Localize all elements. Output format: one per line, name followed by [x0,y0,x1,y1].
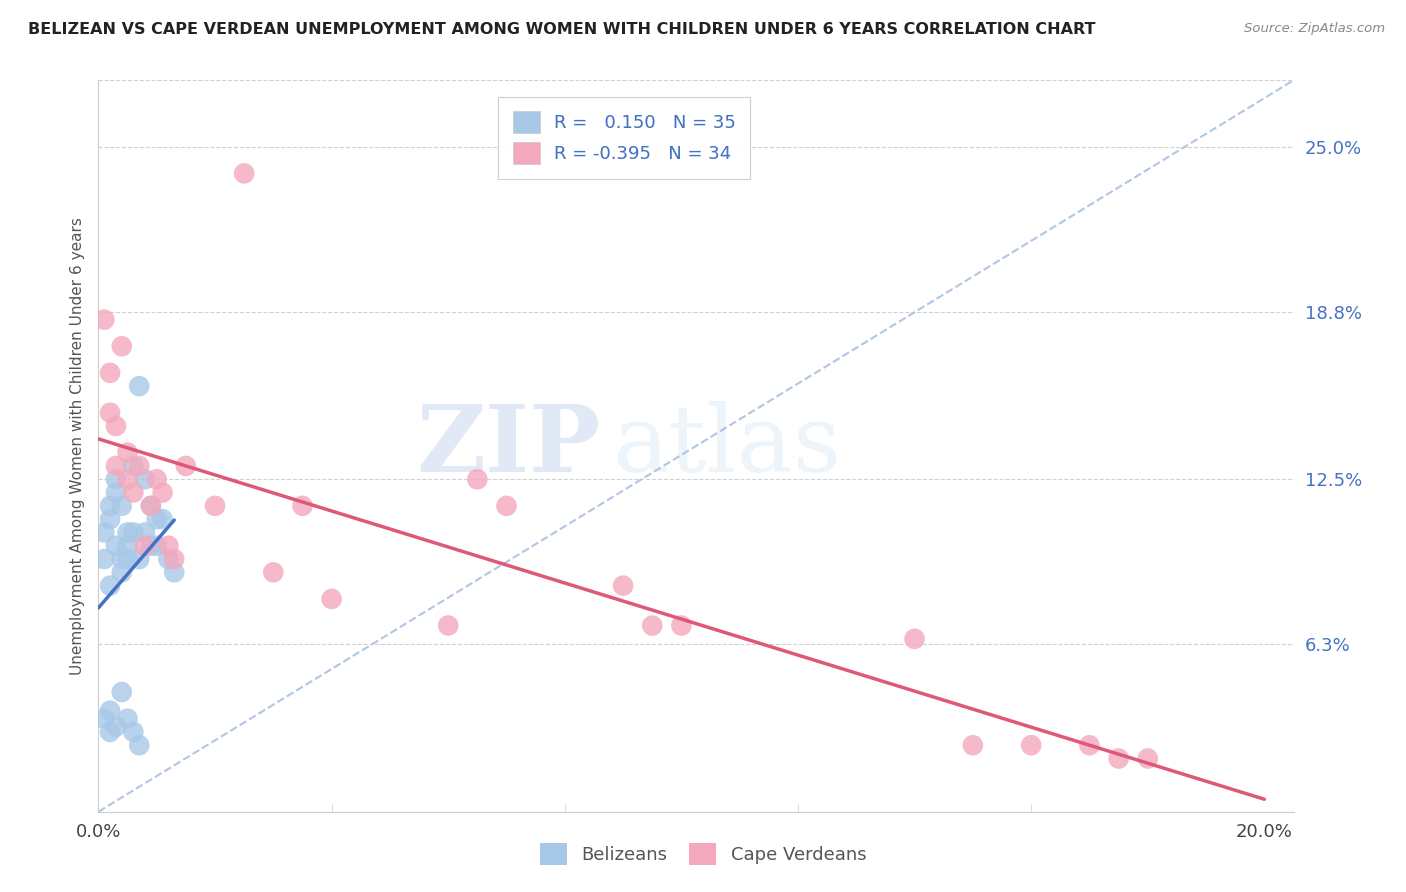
Point [139,499,162,513]
Point [1019,738,1042,752]
Point [641,618,664,632]
Point [104,419,127,434]
Text: atlas: atlas [613,401,842,491]
Point [93,552,115,566]
Legend: R =   0.150   N = 35, R = -0.395   N = 34: R = 0.150 N = 35, R = -0.395 N = 34 [498,96,751,178]
Point [612,579,634,593]
Point [139,539,162,553]
Point [93,712,115,726]
Point [157,552,180,566]
Point [495,499,517,513]
Point [145,472,167,486]
Point [111,499,134,513]
Point [1136,751,1159,765]
Point [163,552,186,566]
Point [117,472,139,486]
Point [98,725,121,739]
Point [962,738,984,752]
Point [111,552,134,566]
Point [437,618,460,632]
Point [152,512,174,526]
Point [671,618,693,632]
Point [98,499,121,513]
Point [1108,751,1130,765]
Point [93,525,115,540]
Point [104,720,127,734]
Point [128,379,150,393]
Point [163,566,186,580]
Point [152,485,174,500]
Point [291,499,314,513]
Point [104,472,127,486]
Point [117,539,139,553]
Point [117,552,139,566]
Point [111,339,134,353]
Point [93,312,115,326]
Point [98,406,121,420]
Point [128,458,150,473]
Point [122,725,145,739]
Point [174,458,197,473]
Point [98,512,121,526]
Point [467,472,489,486]
Point [104,485,127,500]
Point [98,579,121,593]
Point [128,738,150,752]
Point [134,525,156,540]
Legend: Belizeans, Cape Verdeans: Belizeans, Cape Verdeans [531,834,875,874]
Point [134,472,156,486]
Point [1078,738,1101,752]
Point [321,591,343,606]
Point [122,485,145,500]
Point [128,552,150,566]
Point [98,704,121,718]
Point [262,566,284,580]
Point [122,525,145,540]
Point [204,499,226,513]
Point [903,632,925,646]
Point [117,525,139,540]
Point [117,712,139,726]
Y-axis label: Unemployment Among Women with Children Under 6 years: Unemployment Among Women with Children U… [69,217,84,675]
Point [157,539,180,553]
Point [111,685,134,699]
Point [104,539,127,553]
Point [117,445,139,459]
Point [122,458,145,473]
Point [233,166,256,180]
Point [104,458,127,473]
Point [139,499,162,513]
Point [134,539,156,553]
Point [111,566,134,580]
Point [145,539,167,553]
Point [98,366,121,380]
Text: Source: ZipAtlas.com: Source: ZipAtlas.com [1244,22,1385,36]
Point [145,512,167,526]
Text: BELIZEAN VS CAPE VERDEAN UNEMPLOYMENT AMONG WOMEN WITH CHILDREN UNDER 6 YEARS CO: BELIZEAN VS CAPE VERDEAN UNEMPLOYMENT AM… [28,22,1095,37]
Text: ZIP: ZIP [416,401,600,491]
